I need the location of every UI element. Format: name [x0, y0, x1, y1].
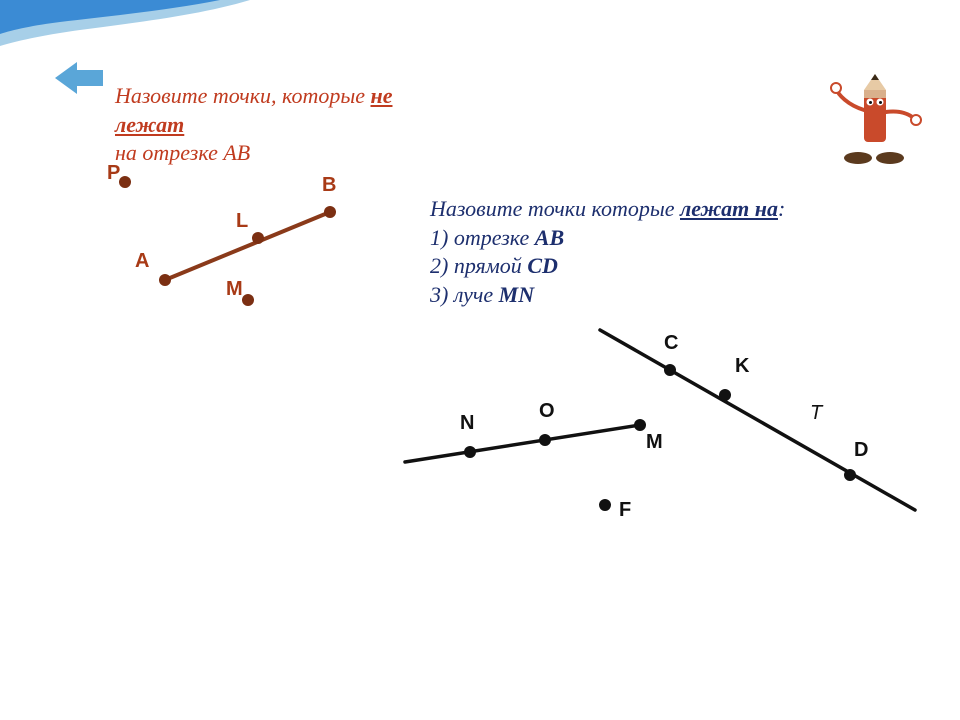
point-label-B: B [322, 174, 336, 197]
point-label-K: K [735, 355, 749, 378]
q2-item-1-text: отрезке [454, 225, 535, 250]
back-arrow-icon[interactable] [55, 60, 103, 96]
q2-item-3-bold: MN [499, 282, 534, 307]
q2-item-2-text: прямой [454, 253, 527, 278]
question-1: Назовите точки, которые не лежат на отре… [115, 82, 435, 168]
point-label-N: N [460, 412, 474, 435]
q2-item-2-num: 2) [430, 253, 448, 278]
point-label-A: A [135, 250, 149, 273]
point-label-M: M [646, 431, 663, 454]
point-label-T: T [810, 402, 822, 425]
point-label-L: L [236, 210, 248, 233]
point-label-D: D [854, 439, 868, 462]
q2-item-3-text: луче [454, 282, 499, 307]
q2-item-1-num: 1) [430, 225, 448, 250]
point-label-F: F [619, 499, 631, 522]
point-label-O: O [539, 400, 555, 423]
q2-underlined: лежат на [680, 196, 778, 221]
q2-item-2-bold: CD [527, 253, 558, 278]
q2-prefix: Назовите точки которые [430, 196, 680, 221]
corner-swoosh [0, 0, 250, 60]
question-2: Назовите точки которые лежат на: 1) отре… [430, 195, 850, 309]
point-label-C: C [664, 332, 678, 355]
q2-item-3-num: 3) [430, 282, 448, 307]
q1-suffix: на отрезке АВ [115, 140, 250, 165]
point-label-P: P [107, 162, 120, 185]
q1-prefix: Назовите точки, которые [115, 83, 371, 108]
pencil-mascot [828, 70, 928, 165]
point-label-M: M [226, 278, 243, 301]
q2-item-1-bold: АВ [535, 225, 564, 250]
q2-colon: : [778, 196, 785, 221]
